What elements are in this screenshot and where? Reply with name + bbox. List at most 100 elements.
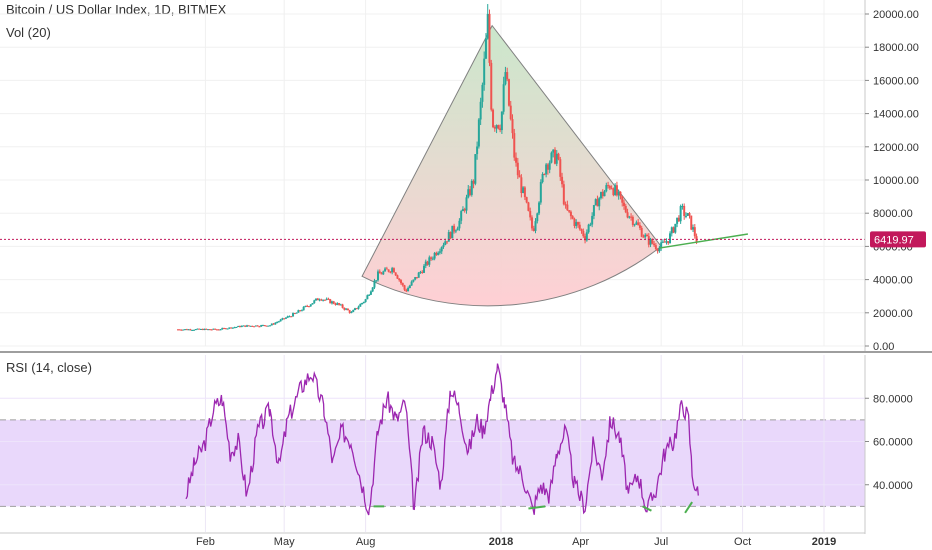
candle-body (472, 180, 475, 184)
candle-body (284, 317, 287, 319)
candle-body (223, 328, 226, 330)
chart-title: Bitcoin / US Dollar Index, 1D, BITMEX (6, 2, 227, 17)
candle-body (515, 157, 518, 163)
candle-body (624, 205, 627, 213)
candle-body (405, 289, 408, 292)
candle-body (686, 213, 689, 216)
candle-body (504, 72, 507, 85)
candle-body (237, 325, 240, 327)
candle-body (456, 228, 459, 231)
candle-body (481, 84, 484, 102)
candle-body (614, 185, 617, 196)
candle-body (654, 245, 657, 249)
date-tick-label: 2018 (489, 536, 513, 548)
candle-body (607, 185, 610, 187)
candle-body (224, 328, 227, 330)
candle-body (656, 248, 659, 252)
rsi-band (0, 419, 865, 507)
candle-body (185, 329, 188, 331)
candle-body (538, 202, 541, 214)
candle-body (200, 328, 203, 330)
candle-body (587, 224, 590, 233)
candle-body (561, 176, 564, 185)
candle-body (382, 271, 385, 275)
candle-body (546, 164, 549, 170)
candle-body (210, 329, 213, 331)
candle-body (520, 177, 523, 193)
candles (177, 4, 698, 331)
candle-body (615, 185, 618, 196)
candle-body (339, 304, 342, 306)
candle-body (189, 329, 192, 331)
price-tick-label: 12000.00 (873, 142, 919, 154)
candle-body (548, 162, 551, 170)
date-tick-label: Feb (196, 536, 215, 548)
candle-body (401, 283, 404, 286)
candle-body (307, 306, 310, 308)
candle-body (421, 271, 424, 273)
candle-body (412, 279, 415, 282)
candle-body (610, 188, 613, 190)
candle-body (688, 213, 691, 216)
candle-body (345, 308, 348, 310)
candle-body (530, 217, 533, 229)
candle-body (575, 222, 578, 226)
candle-body (453, 225, 456, 232)
candle-body (467, 189, 470, 198)
candle-body (318, 299, 321, 301)
candle-body (244, 325, 247, 327)
candle-body (214, 328, 217, 330)
candle-body (334, 303, 337, 305)
candle-body (332, 301, 335, 304)
candle-body (449, 232, 452, 239)
candle-body (378, 271, 381, 274)
candle-body (623, 202, 626, 206)
candle-body (438, 251, 441, 253)
candle-body (647, 236, 650, 245)
candle-body (488, 13, 491, 63)
candle-body (677, 217, 680, 222)
candle-body (230, 327, 233, 329)
candle-body (212, 328, 215, 330)
last-price-badge (870, 231, 926, 248)
candle-body (304, 305, 307, 307)
candle-body (469, 189, 472, 195)
candle-body (364, 299, 367, 302)
candle-body (297, 310, 300, 313)
fan-drawing[interactable] (361, 24, 662, 307)
candle-body (541, 173, 544, 182)
candle-body (267, 325, 270, 327)
candle-body (555, 153, 558, 164)
candle-body (513, 133, 516, 158)
date-tick-label: 2019 (812, 536, 836, 548)
candle-body (679, 206, 682, 222)
date-tick-label: May (274, 536, 295, 548)
candle-body (454, 230, 457, 232)
candle-body (550, 152, 553, 163)
candle-body (371, 287, 374, 292)
candle-body (194, 329, 197, 331)
candle-body (323, 299, 326, 301)
candle-body (582, 230, 585, 237)
candle-body (415, 277, 418, 279)
candle-body (670, 227, 673, 234)
candle-body (543, 173, 546, 175)
candle-body (663, 241, 666, 243)
candle-body (279, 319, 282, 322)
candle-body (430, 257, 433, 259)
candle-body (226, 328, 229, 330)
candle-body (490, 62, 493, 110)
candle-body (300, 310, 303, 312)
candle-body (559, 159, 562, 177)
candle-body (341, 304, 344, 308)
candle-body (539, 181, 542, 203)
candle-body (681, 205, 684, 207)
candle-body (637, 222, 640, 226)
candle-body (569, 211, 572, 217)
candle-body (369, 291, 372, 295)
trend-line[interactable] (659, 233, 749, 249)
candle-body (182, 329, 185, 331)
price-axis: 0.002000.004000.006000.008000.0010000.00… (864, 0, 919, 353)
candle-body (215, 329, 218, 331)
